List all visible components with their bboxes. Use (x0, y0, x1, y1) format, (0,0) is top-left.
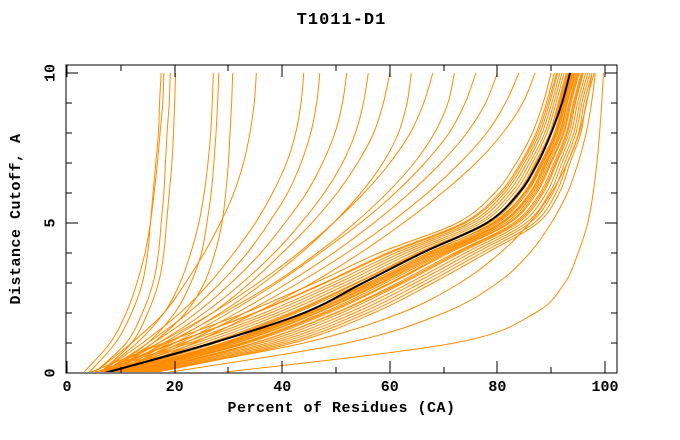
y-tick-label: 0 (43, 368, 60, 377)
x-tick-label: 100 (591, 379, 618, 396)
x-tick-label: 80 (488, 379, 506, 396)
x-axis-label: Percent of Residues (CA) (227, 400, 456, 417)
curve-model-31 (99, 72, 177, 372)
curve-model-49 (166, 72, 596, 372)
curve-model-33 (99, 72, 214, 372)
curve-model-13 (132, 72, 580, 372)
curve-model-24 (133, 72, 579, 372)
curve-model-36 (94, 72, 257, 372)
curve-model-38 (105, 72, 348, 372)
curve-model-23 (127, 72, 577, 372)
x-tick-label: 60 (381, 379, 399, 396)
x-tick-label: 20 (166, 379, 184, 396)
curve-model-05 (106, 72, 563, 372)
curve-model-18 (148, 72, 591, 372)
curve-model-25 (121, 72, 573, 372)
curve-model-01 (89, 72, 552, 372)
curve-model-32 (83, 72, 165, 372)
chart-title: T1011-D1 (296, 11, 387, 30)
curve-model-22 (125, 72, 575, 372)
x-tick-label: 40 (273, 379, 291, 396)
curve-model-47 (116, 72, 498, 372)
curve-model-50 (221, 72, 604, 372)
curve-model-43 (102, 72, 321, 372)
curve-model-15 (138, 72, 584, 372)
x-tick-label: 0 (62, 379, 71, 396)
curve-model-10 (122, 72, 574, 372)
curve-model-44 (108, 72, 369, 372)
curve-model-12 (129, 72, 578, 372)
curve-model-26 (139, 72, 583, 372)
curve-model-19 (152, 72, 593, 372)
curve-model-17 (145, 72, 589, 372)
curve-model-41 (116, 72, 477, 372)
curve-model-16 (142, 72, 587, 372)
curve-model-34 (105, 72, 220, 372)
curve-model-37 (99, 72, 305, 372)
curve-model-42 (121, 72, 520, 372)
plot-border (65, 64, 618, 374)
curve-highlighted-model (104, 72, 571, 372)
curve-model-48 (127, 72, 536, 372)
curves-group (83, 72, 604, 372)
curve-model-46 (105, 72, 455, 372)
curve-model-04 (102, 72, 561, 372)
y-tick-label: 10 (43, 64, 60, 82)
curve-model-39 (110, 72, 391, 372)
curve-model-20 (155, 72, 595, 372)
curve-model-06 (109, 72, 565, 372)
y-tick-label: 5 (43, 218, 60, 227)
curve-model-30 (94, 72, 171, 372)
curve-model-51 (145, 72, 593, 372)
